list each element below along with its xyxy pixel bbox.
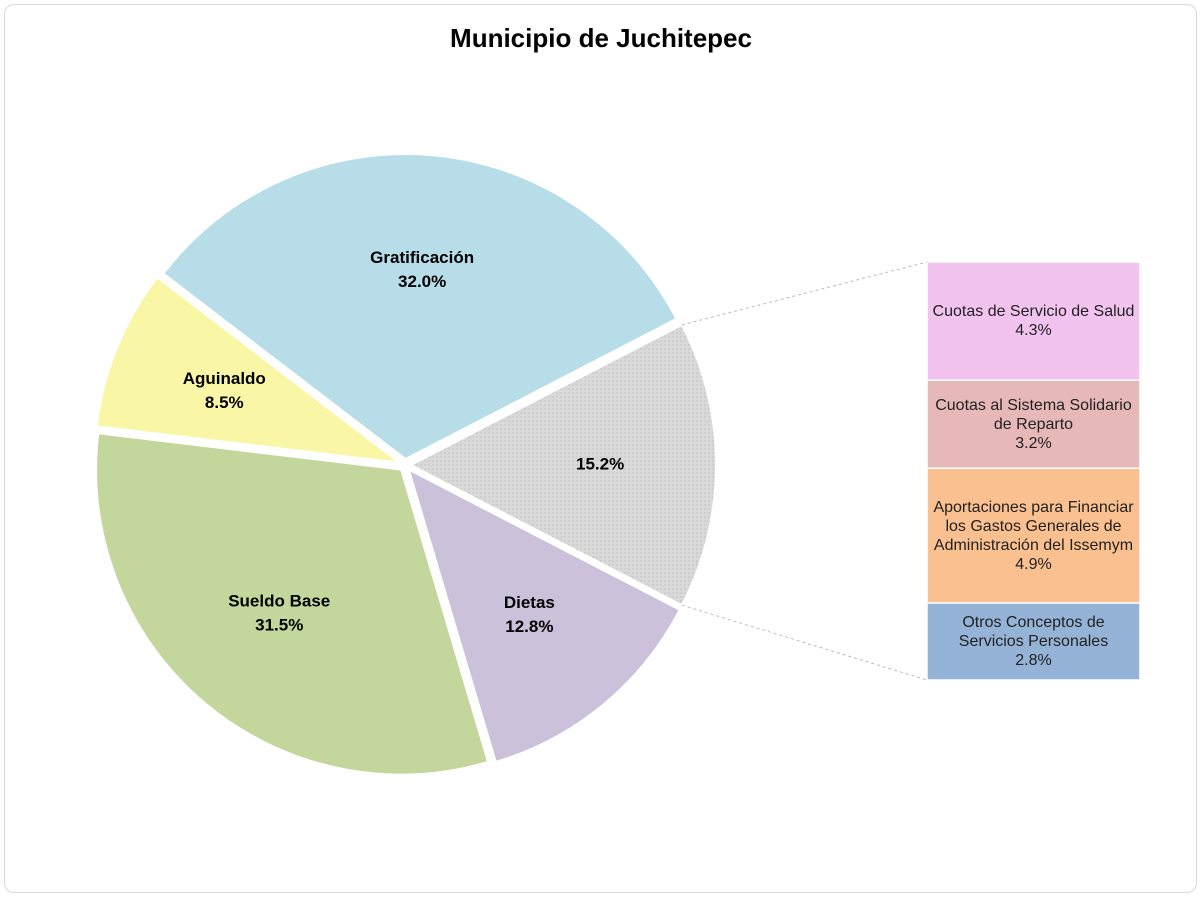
pie-slice xyxy=(95,275,403,465)
pie-slice xyxy=(95,432,490,776)
slice-value-label: 12.8% xyxy=(505,617,553,636)
slice-name: Gratificación xyxy=(370,248,474,267)
slice-value-label: 8.5% xyxy=(205,393,244,412)
slice-name: Aguinaldo xyxy=(183,369,266,388)
bar-segment xyxy=(926,467,1141,604)
pie-slice xyxy=(408,323,717,607)
bar-segment xyxy=(926,379,1141,469)
bar-label: Otros Conceptos de Servicios Personales 2… xyxy=(927,603,1140,680)
bar-label: Aportaciones para Financiar los Gastos G… xyxy=(927,468,1140,603)
bar-label: Cuotas de Servicio de Salud 4.3% xyxy=(927,262,1140,380)
connector xyxy=(681,261,928,326)
chart-frame xyxy=(4,4,1197,893)
bar-segment xyxy=(926,261,1141,381)
bar-value-label: 4.3% xyxy=(1015,322,1052,340)
bar-label: Cuotas al Sistema Solidario de Reparto 3.… xyxy=(927,380,1140,468)
bar-name: Aportaciones para Financiar los Gastos G… xyxy=(933,498,1134,554)
slice-name: Dietas xyxy=(504,593,555,612)
slice-name: Sueldo Base xyxy=(228,592,330,611)
chart-title: Municipio de Juchitepec xyxy=(450,23,752,53)
slice-value-label: 32.0% xyxy=(398,272,446,291)
bar-name: Otros Conceptos de Servicios Personales xyxy=(958,614,1109,650)
slice-value-label: 15.2% xyxy=(576,454,624,473)
bar-value-label: 4.9% xyxy=(1015,555,1052,573)
pie-slice xyxy=(407,467,682,764)
bar-value-label: 3.2% xyxy=(1015,434,1052,452)
bar-value-label: 2.8% xyxy=(1015,652,1052,669)
pie-slice xyxy=(161,153,678,461)
connector xyxy=(681,604,928,681)
bar-segment xyxy=(926,602,1141,681)
slice-value-label: 31.5% xyxy=(255,616,303,635)
bar-name: Cuotas de Servicio de Salud xyxy=(932,303,1135,321)
bar-name: Cuotas al Sistema Solidario de Reparto xyxy=(935,396,1132,433)
